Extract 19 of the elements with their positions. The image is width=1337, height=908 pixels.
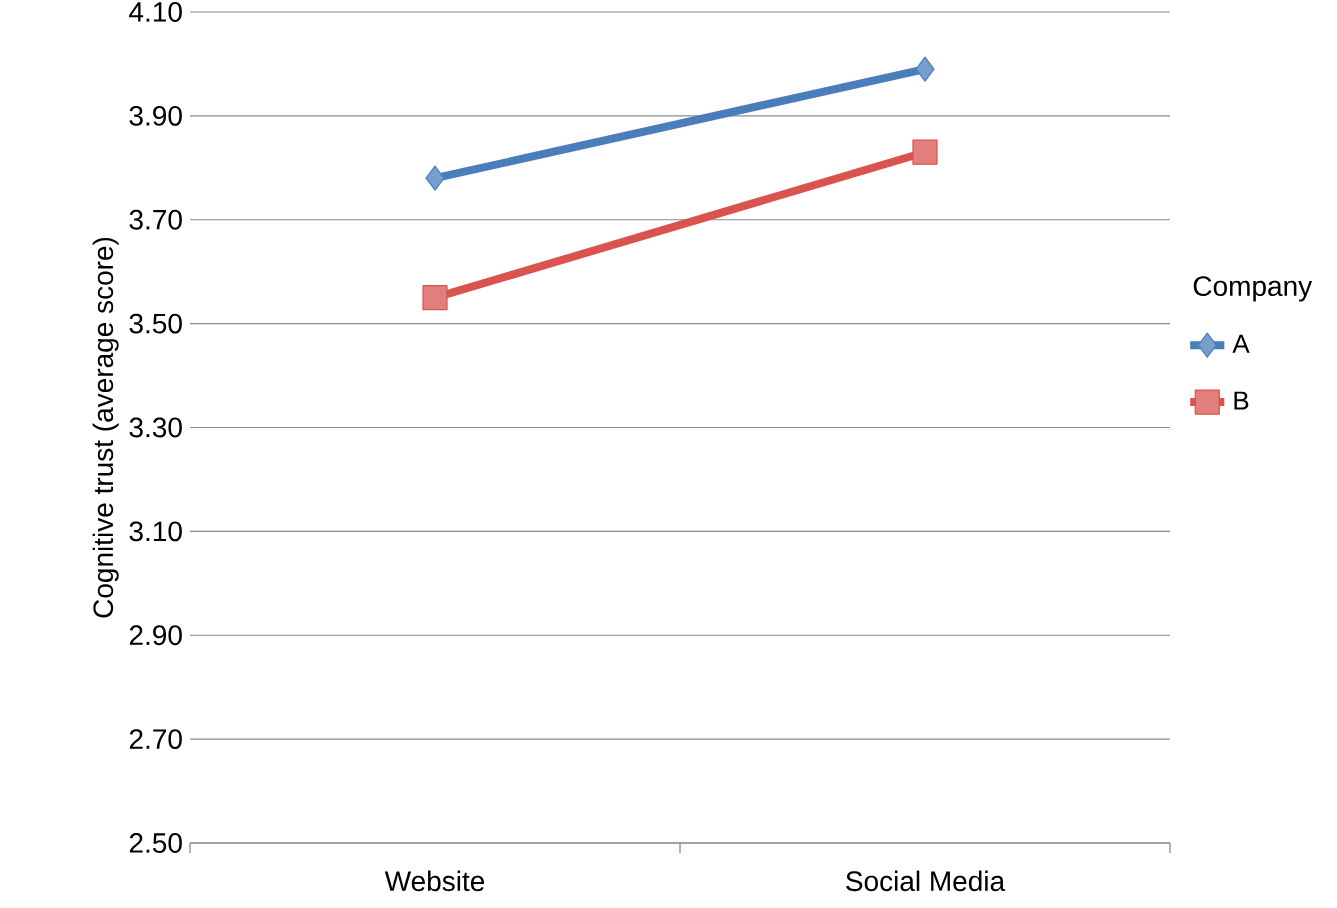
y-tick-label: 3.90 [129,105,182,126]
point [422,285,448,311]
y-tick-label: 4.10 [129,2,182,22]
y-axis-title: Cognitive trust (average score) [92,237,119,618]
legend-label: A [1232,334,1250,353]
y-tick-label: 2.70 [129,729,182,750]
y-tick-label: 2.50 [129,833,182,853]
y-tick-label: 3.70 [129,209,182,230]
y-tick-label: 3.30 [129,417,182,438]
legend-title: Company [1193,276,1313,302]
y-tick-label: 2.90 [129,625,182,646]
point [425,165,445,191]
y-tick-label: 3.50 [129,313,182,334]
x-tick-label: Website [384,870,485,892]
point [912,139,938,165]
point [915,56,935,82]
y-tick-label: 3.10 [129,521,182,542]
x-tick-label: Social Media [846,870,1006,892]
legend-label: B [1234,391,1249,410]
